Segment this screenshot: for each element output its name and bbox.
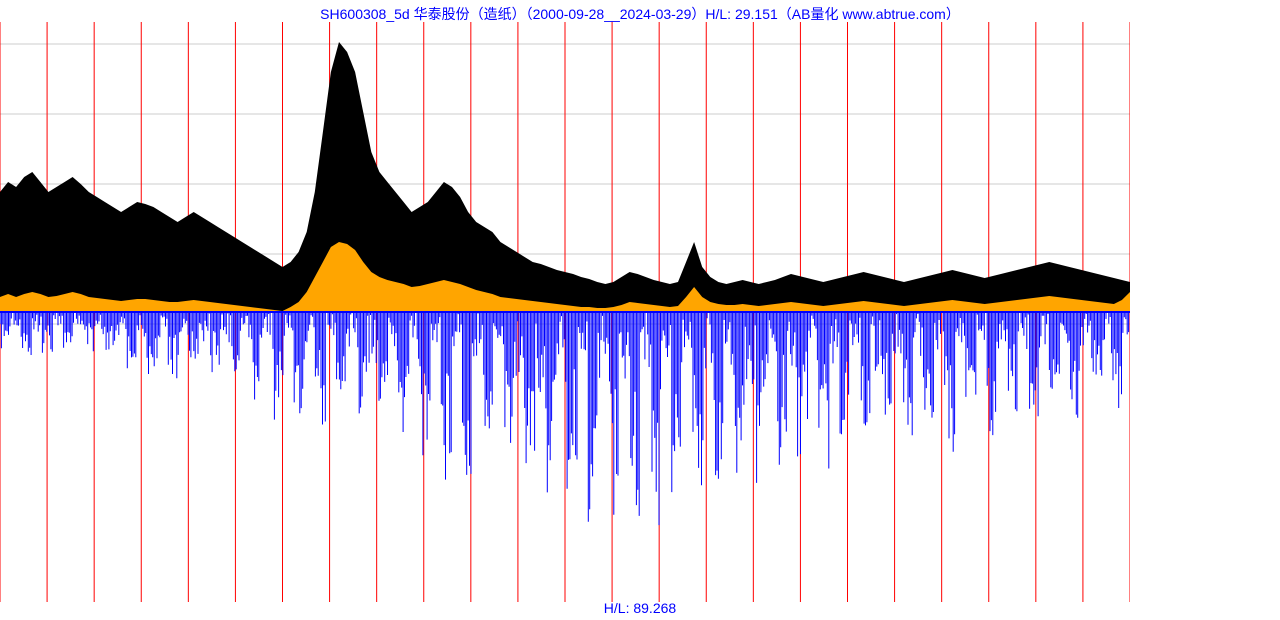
chart-svg <box>0 22 1130 602</box>
chart-plot-area <box>0 22 1130 602</box>
stock-chart: SH600308_5d 华泰股份（造纸）（2000-09-28__2024-03… <box>0 0 1280 620</box>
chart-title: SH600308_5d 华泰股份（造纸）（2000-09-28__2024-03… <box>0 4 1280 24</box>
chart-footer: H/L: 89.268 <box>0 600 1280 616</box>
